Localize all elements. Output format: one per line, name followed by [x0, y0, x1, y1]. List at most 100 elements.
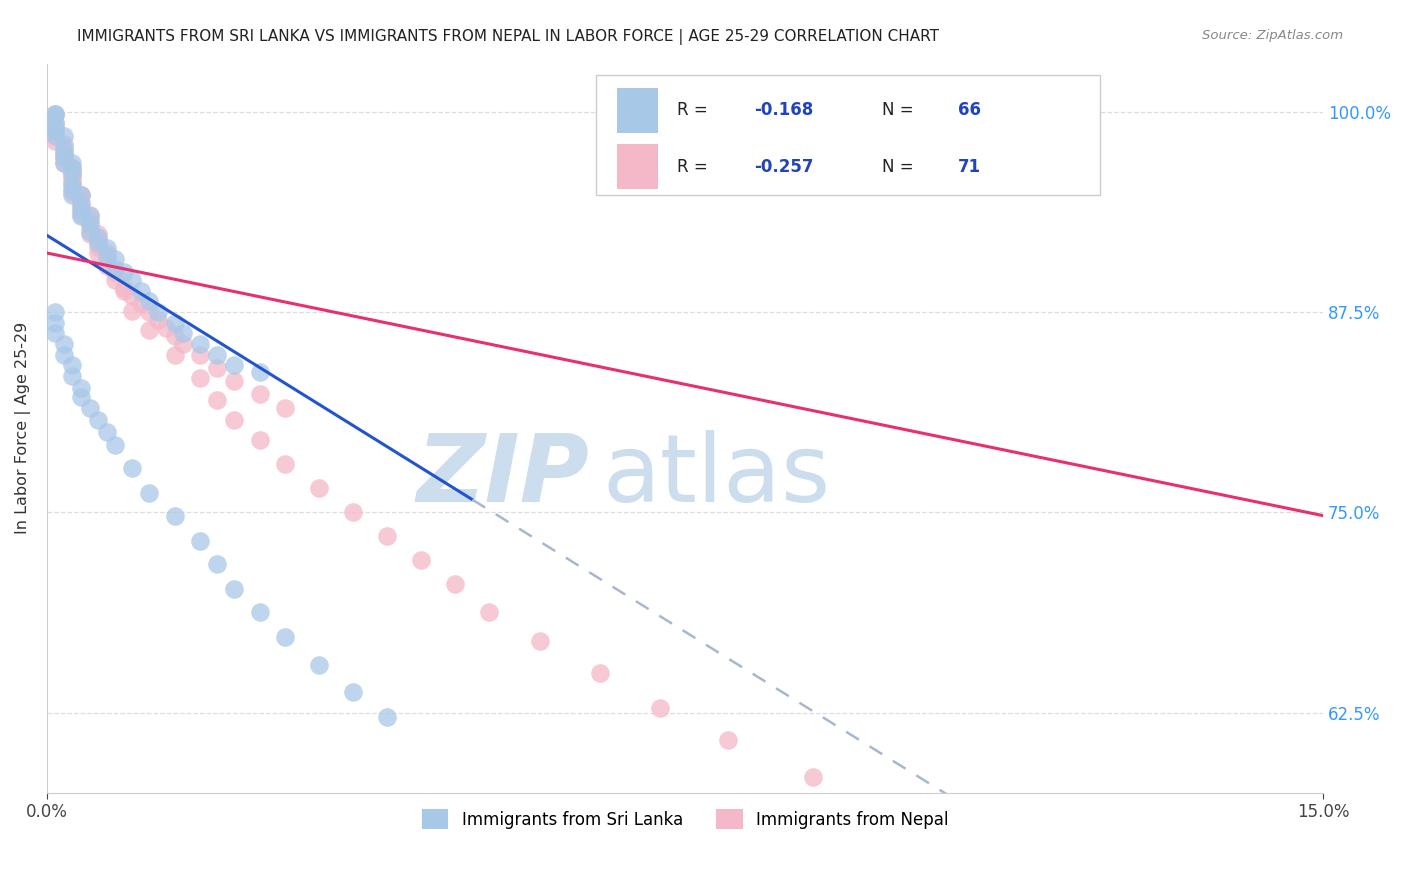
- Point: [274, 401, 297, 416]
- Point: [172, 337, 194, 351]
- Point: [274, 630, 297, 644]
- Legend: Immigrants from Sri Lanka, Immigrants from Nepal: Immigrants from Sri Lanka, Immigrants fr…: [415, 803, 955, 835]
- Point: [138, 305, 160, 319]
- Point: [44, 106, 66, 120]
- Point: [70, 380, 93, 394]
- FancyBboxPatch shape: [596, 75, 1099, 195]
- Point: [79, 401, 101, 416]
- FancyBboxPatch shape: [617, 87, 658, 133]
- Point: [104, 265, 127, 279]
- Point: [87, 233, 110, 247]
- Point: [188, 337, 211, 351]
- Point: [79, 208, 101, 222]
- Point: [205, 393, 228, 408]
- Point: [112, 265, 135, 279]
- Text: R =: R =: [678, 102, 713, 120]
- Point: [716, 732, 738, 747]
- Point: [62, 156, 84, 170]
- Point: [87, 227, 110, 241]
- Point: [1057, 865, 1080, 880]
- Point: [249, 434, 271, 448]
- Point: [224, 358, 246, 372]
- Point: [62, 369, 84, 384]
- Point: [70, 390, 93, 404]
- Text: -0.257: -0.257: [754, 158, 814, 176]
- Text: Source: ZipAtlas.com: Source: ZipAtlas.com: [1202, 29, 1343, 42]
- Point: [249, 387, 271, 401]
- Point: [44, 106, 66, 120]
- Point: [972, 833, 994, 847]
- Point: [224, 374, 246, 388]
- Point: [53, 145, 76, 160]
- Point: [44, 129, 66, 144]
- Point: [444, 577, 467, 591]
- Point: [138, 323, 160, 337]
- Point: [205, 361, 228, 376]
- Point: [155, 321, 177, 335]
- Point: [104, 262, 127, 277]
- Point: [53, 156, 76, 170]
- Point: [70, 198, 93, 212]
- Point: [163, 349, 186, 363]
- Point: [96, 246, 118, 260]
- Text: IMMIGRANTS FROM SRI LANKA VS IMMIGRANTS FROM NEPAL IN LABOR FORCE | AGE 25-29 CO: IMMIGRANTS FROM SRI LANKA VS IMMIGRANTS …: [77, 29, 939, 45]
- Point: [96, 252, 118, 267]
- Point: [62, 161, 84, 176]
- Point: [53, 129, 76, 144]
- Point: [62, 188, 84, 202]
- Point: [224, 412, 246, 426]
- Point: [342, 505, 364, 519]
- Text: 66: 66: [957, 102, 981, 120]
- Point: [96, 249, 118, 263]
- Point: [70, 188, 93, 202]
- Point: [79, 214, 101, 228]
- Text: -0.168: -0.168: [754, 102, 813, 120]
- Text: N =: N =: [882, 158, 918, 176]
- Text: ZIP: ZIP: [416, 430, 589, 522]
- Point: [79, 227, 101, 241]
- Point: [79, 217, 101, 231]
- Point: [249, 364, 271, 378]
- Point: [87, 239, 110, 253]
- Point: [112, 281, 135, 295]
- Point: [62, 358, 84, 372]
- Point: [163, 508, 186, 523]
- Point: [163, 317, 186, 331]
- Point: [70, 201, 93, 215]
- Point: [411, 553, 433, 567]
- Point: [44, 134, 66, 148]
- Text: N =: N =: [882, 102, 918, 120]
- Point: [274, 458, 297, 472]
- Point: [104, 252, 127, 267]
- Y-axis label: In Labor Force | Age 25-29: In Labor Force | Age 25-29: [15, 322, 31, 534]
- Point: [53, 349, 76, 363]
- Point: [53, 137, 76, 152]
- Point: [79, 225, 101, 239]
- Point: [478, 605, 501, 619]
- Point: [53, 150, 76, 164]
- Point: [648, 700, 671, 714]
- Point: [62, 182, 84, 196]
- Text: atlas: atlas: [602, 430, 831, 522]
- Point: [112, 285, 135, 299]
- Point: [96, 241, 118, 255]
- Point: [188, 349, 211, 363]
- Point: [87, 246, 110, 260]
- Point: [589, 665, 612, 680]
- Point: [62, 177, 84, 191]
- Point: [70, 204, 93, 219]
- Point: [249, 605, 271, 619]
- Point: [104, 265, 127, 279]
- Point: [44, 124, 66, 138]
- Point: [44, 116, 66, 130]
- FancyBboxPatch shape: [617, 145, 658, 189]
- Point: [44, 305, 66, 319]
- Point: [70, 188, 93, 202]
- Point: [44, 108, 66, 122]
- Point: [205, 349, 228, 363]
- Point: [224, 582, 246, 597]
- Point: [44, 121, 66, 136]
- Point: [62, 177, 84, 191]
- Point: [188, 371, 211, 385]
- Point: [138, 486, 160, 500]
